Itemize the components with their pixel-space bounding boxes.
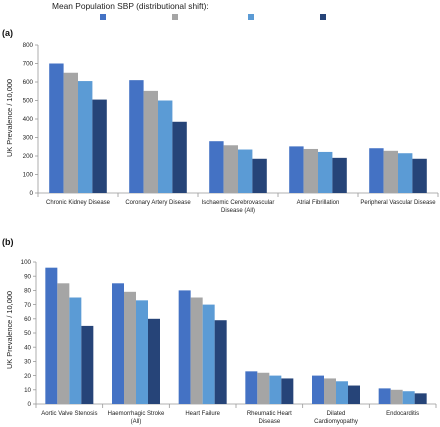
legend-swatch-2 xyxy=(172,14,178,20)
panel-b-bar xyxy=(378,388,391,404)
panel-a-category-label: Coronary Artery Disease xyxy=(125,200,191,206)
legend-swatch-3 xyxy=(248,14,254,20)
panel-b-y-tick-label: 40 xyxy=(24,344,31,351)
panel-a-y-tick-label: 700 xyxy=(23,61,34,68)
panel-b-bar xyxy=(336,381,348,404)
panel-a: (a) UK Prevalence / 10,000 0 100 200 300 400… xyxy=(2,28,439,214)
panel-b-y-tick-label: 100 xyxy=(21,259,32,266)
panel-b-y-axis-title: UK Prevalence / 10,000 xyxy=(5,291,14,369)
panel-b-bar xyxy=(136,300,148,404)
panel-b-bar xyxy=(112,283,124,404)
legend-title: Mean Population SBP (distributional shif… xyxy=(52,1,209,11)
panel-a-y-tick-label: 100 xyxy=(23,172,34,179)
panel-a-bar xyxy=(412,158,427,193)
panel-b-y-tick-label: 60 xyxy=(24,316,31,323)
panel-a-bar xyxy=(303,148,318,193)
panel-b-bar xyxy=(402,391,415,404)
panel-b-bar xyxy=(245,371,258,404)
panel-b-bar xyxy=(81,325,94,404)
panel-b-y-tick-label: 90 xyxy=(24,273,31,280)
panel-b-bar xyxy=(69,297,82,404)
panel-b-bar xyxy=(178,290,191,404)
panel-a-label: (a) xyxy=(2,28,13,38)
panel-b-bar xyxy=(45,267,58,404)
panel-a-bar xyxy=(129,80,144,193)
panel-b-bar xyxy=(269,375,282,404)
panel-b-y-tick-label: 70 xyxy=(24,302,31,309)
panel-b-y-tick-label: 0 xyxy=(28,401,32,408)
panel-b-bar xyxy=(324,378,336,404)
panel-b-y-tick-label: 80 xyxy=(24,288,31,295)
panel-b-bar xyxy=(257,372,270,404)
panel-a-category-label: Ischaemic Cerebrovascular Disease (All) xyxy=(202,200,275,214)
panel-a-bar xyxy=(369,148,384,193)
panel-a-y-tick-label: 400 xyxy=(23,116,34,123)
legend-swatch-4 xyxy=(320,14,326,20)
panel-a-y-tick-label: 800 xyxy=(23,42,34,49)
panel-a-bar xyxy=(383,150,398,193)
panel-b-bar xyxy=(124,291,136,404)
panel-a-bar xyxy=(78,81,93,193)
panel-a-y-tick-label: 600 xyxy=(23,79,34,86)
panel-a-y-tick-label: 300 xyxy=(23,135,34,142)
panel-b-bar xyxy=(57,283,70,404)
panel-b-category-label: Rheumatic Heart Disease xyxy=(247,411,292,425)
panel-b-label: (b) xyxy=(2,237,14,247)
panel-a-bar xyxy=(318,151,333,193)
panel-a-bar xyxy=(209,141,224,193)
panel-a-y-tick-label: 0 xyxy=(30,190,34,197)
panel-a-y-tick-label: 500 xyxy=(23,98,34,105)
panel-b-bar xyxy=(148,318,160,404)
panel-a-bar xyxy=(92,99,107,193)
panel-b-category-label: Aortic Valve Stenosis xyxy=(41,411,97,417)
legend: Mean Population SBP (distributional shif… xyxy=(52,1,326,20)
panel-a-bar xyxy=(289,146,304,193)
panel-b: (b) UK Prevalence / 10,000 0 10 20 30 40 50 60… xyxy=(2,237,437,425)
panel-b-bar xyxy=(281,378,294,404)
panel-a-bar xyxy=(238,149,253,193)
panel-b-category-label: Heart Failure xyxy=(185,411,220,417)
panel-a-bar xyxy=(49,63,64,193)
panel-a-y-tick-label: 200 xyxy=(23,153,34,160)
panel-a-y-axis-title: UK Prevalence / 10,000 xyxy=(5,79,14,157)
legend-swatch-1 xyxy=(100,14,106,20)
panel-b-category-label: Dilated Cardiomyopathy xyxy=(314,411,358,425)
panel-a-category-label: Chronic Kidney Disease xyxy=(46,200,111,206)
panel-a-bar xyxy=(63,72,78,193)
panel-b-y-tick-label: 10 xyxy=(24,387,31,394)
panel-a-bar xyxy=(172,121,187,193)
panel-b-bar xyxy=(348,385,360,404)
panel-a-category-label: Atrial Fibrillation xyxy=(297,200,340,206)
panel-a-category-label: Peripheral Vascular Disease xyxy=(360,200,436,206)
panel-a-bar xyxy=(252,158,267,193)
panel-b-y-tick-label: 50 xyxy=(24,330,31,337)
panel-b-bar xyxy=(190,297,203,404)
panel-b-category-label: Haemorrhagic Stroke (All) xyxy=(108,411,165,425)
panel-b-bar xyxy=(390,389,403,404)
panel-b-bar xyxy=(214,320,227,404)
panel-b-category-label: Endocarditis xyxy=(386,411,419,417)
panel-b-bar xyxy=(312,375,324,404)
panel-b-y-tick-label: 30 xyxy=(24,359,31,366)
panel-a-bar xyxy=(398,153,413,193)
panel-b-y-tick-label: 20 xyxy=(24,373,31,380)
panel-a-bar xyxy=(158,100,173,193)
panel-a-bar xyxy=(143,90,158,193)
panel-a-bar xyxy=(223,145,238,193)
panel-b-bar xyxy=(414,393,427,404)
panel-a-bar xyxy=(332,157,347,193)
panel-b-bar xyxy=(202,304,215,404)
